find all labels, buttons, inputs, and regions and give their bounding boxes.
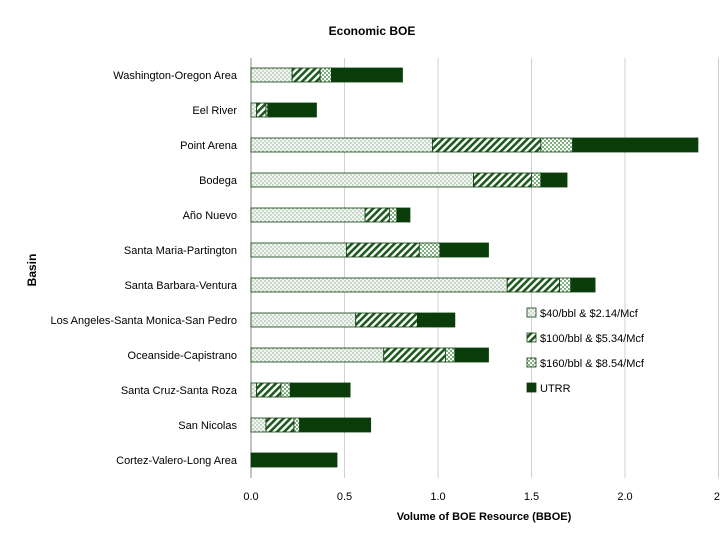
bar-segment (355, 312, 418, 328)
bar-segment (388, 207, 398, 223)
bar-segment (250, 102, 258, 118)
legend-label: $160/bbl & $8.54/Mcf (540, 358, 645, 370)
legend-swatch (526, 307, 537, 318)
bar-segment (396, 207, 411, 223)
x-tick-label: 1.5 (524, 491, 539, 503)
bar-segment (299, 417, 372, 433)
bar-segment (250, 277, 508, 293)
bar-segment (265, 417, 295, 433)
bar-segment (331, 67, 403, 83)
legend-swatch (526, 382, 537, 393)
legend-label: $100/bbl & $5.34/Mcf (540, 333, 645, 345)
bar-segment (431, 137, 542, 153)
bar-segment (319, 67, 332, 83)
bar-segment (454, 347, 489, 363)
bar-segment (417, 312, 456, 328)
category-labels: Washington-Oregon Area Eel River Point Are… (50, 70, 237, 467)
bar-segment (572, 137, 699, 153)
bar-segment (293, 417, 301, 433)
bar-segment (267, 102, 317, 118)
bar-segment (250, 172, 474, 188)
bar-segment (540, 172, 568, 188)
y-axis-title: Basin (25, 254, 39, 287)
bar-segment (250, 67, 293, 83)
bar-segment (250, 452, 338, 468)
bar-segment (250, 312, 357, 328)
category-label: Bodega (199, 175, 238, 187)
bar-segment (256, 382, 282, 398)
x-tick-label: 0.0 (243, 491, 258, 503)
category-label: Santa Maria-Partington (124, 245, 237, 257)
bar-segment (250, 137, 433, 153)
bars-group (250, 67, 699, 468)
bar-segment (445, 347, 456, 363)
category-label: San Nicolas (178, 420, 237, 432)
category-label: Point Arena (180, 140, 238, 152)
legend-label: UTRR (540, 383, 571, 395)
bar-segment (345, 242, 420, 258)
x-tick-label: 2.0 (617, 491, 632, 503)
bar-segment (540, 137, 574, 153)
category-label: Oceanside-Capistrano (128, 350, 237, 362)
bar-segment (383, 347, 446, 363)
bar-segment (473, 172, 532, 188)
x-tick-label: 2. (714, 491, 720, 503)
bar-segment (250, 242, 347, 258)
bar-segment (291, 67, 321, 83)
category-label: Washington-Oregon Area (113, 70, 238, 82)
bar-segment (289, 382, 351, 398)
legend-label: $40/bbl & $2.14/Mcf (540, 308, 639, 320)
legend: $40/bbl & $2.14/Mcf $100/bbl & $5.34/Mcf $… (526, 307, 645, 395)
bar-segment (559, 277, 572, 293)
x-axis-title: Volume of BOE Resource (BBOE) (397, 511, 572, 523)
bar-segment (250, 382, 258, 398)
bar-segment (570, 277, 596, 293)
bar-segment (506, 277, 560, 293)
category-label: Eel River (192, 105, 237, 117)
bar-segment (439, 242, 489, 258)
category-label: Cortez-Valero-Long Area (116, 455, 238, 467)
bar-segment (418, 242, 441, 258)
legend-swatch (526, 357, 537, 368)
bar-segment (256, 102, 267, 118)
bar-segment (250, 347, 385, 363)
category-label: Los Angeles-Santa Monica-San Pedro (50, 315, 237, 327)
x-tick-labels: 0.0 0.5 1.0 1.5 2.0 2. (243, 491, 720, 503)
bar-segment (280, 382, 291, 398)
x-tick-label: 1.0 (430, 491, 445, 503)
category-label: Año Nuevo (183, 210, 237, 222)
bar-segment (531, 172, 542, 188)
legend-swatch (526, 332, 537, 343)
bar-segment (364, 207, 390, 223)
gridlines (250, 58, 719, 478)
x-tick-label: 0.5 (337, 491, 352, 503)
category-label: Santa Barbara-Ventura (124, 280, 237, 292)
bar-segment (250, 417, 267, 433)
bar-segment (250, 207, 366, 223)
category-label: Santa Cruz-Santa Roza (121, 385, 238, 397)
chart-title: Economic BOE (329, 24, 416, 38)
